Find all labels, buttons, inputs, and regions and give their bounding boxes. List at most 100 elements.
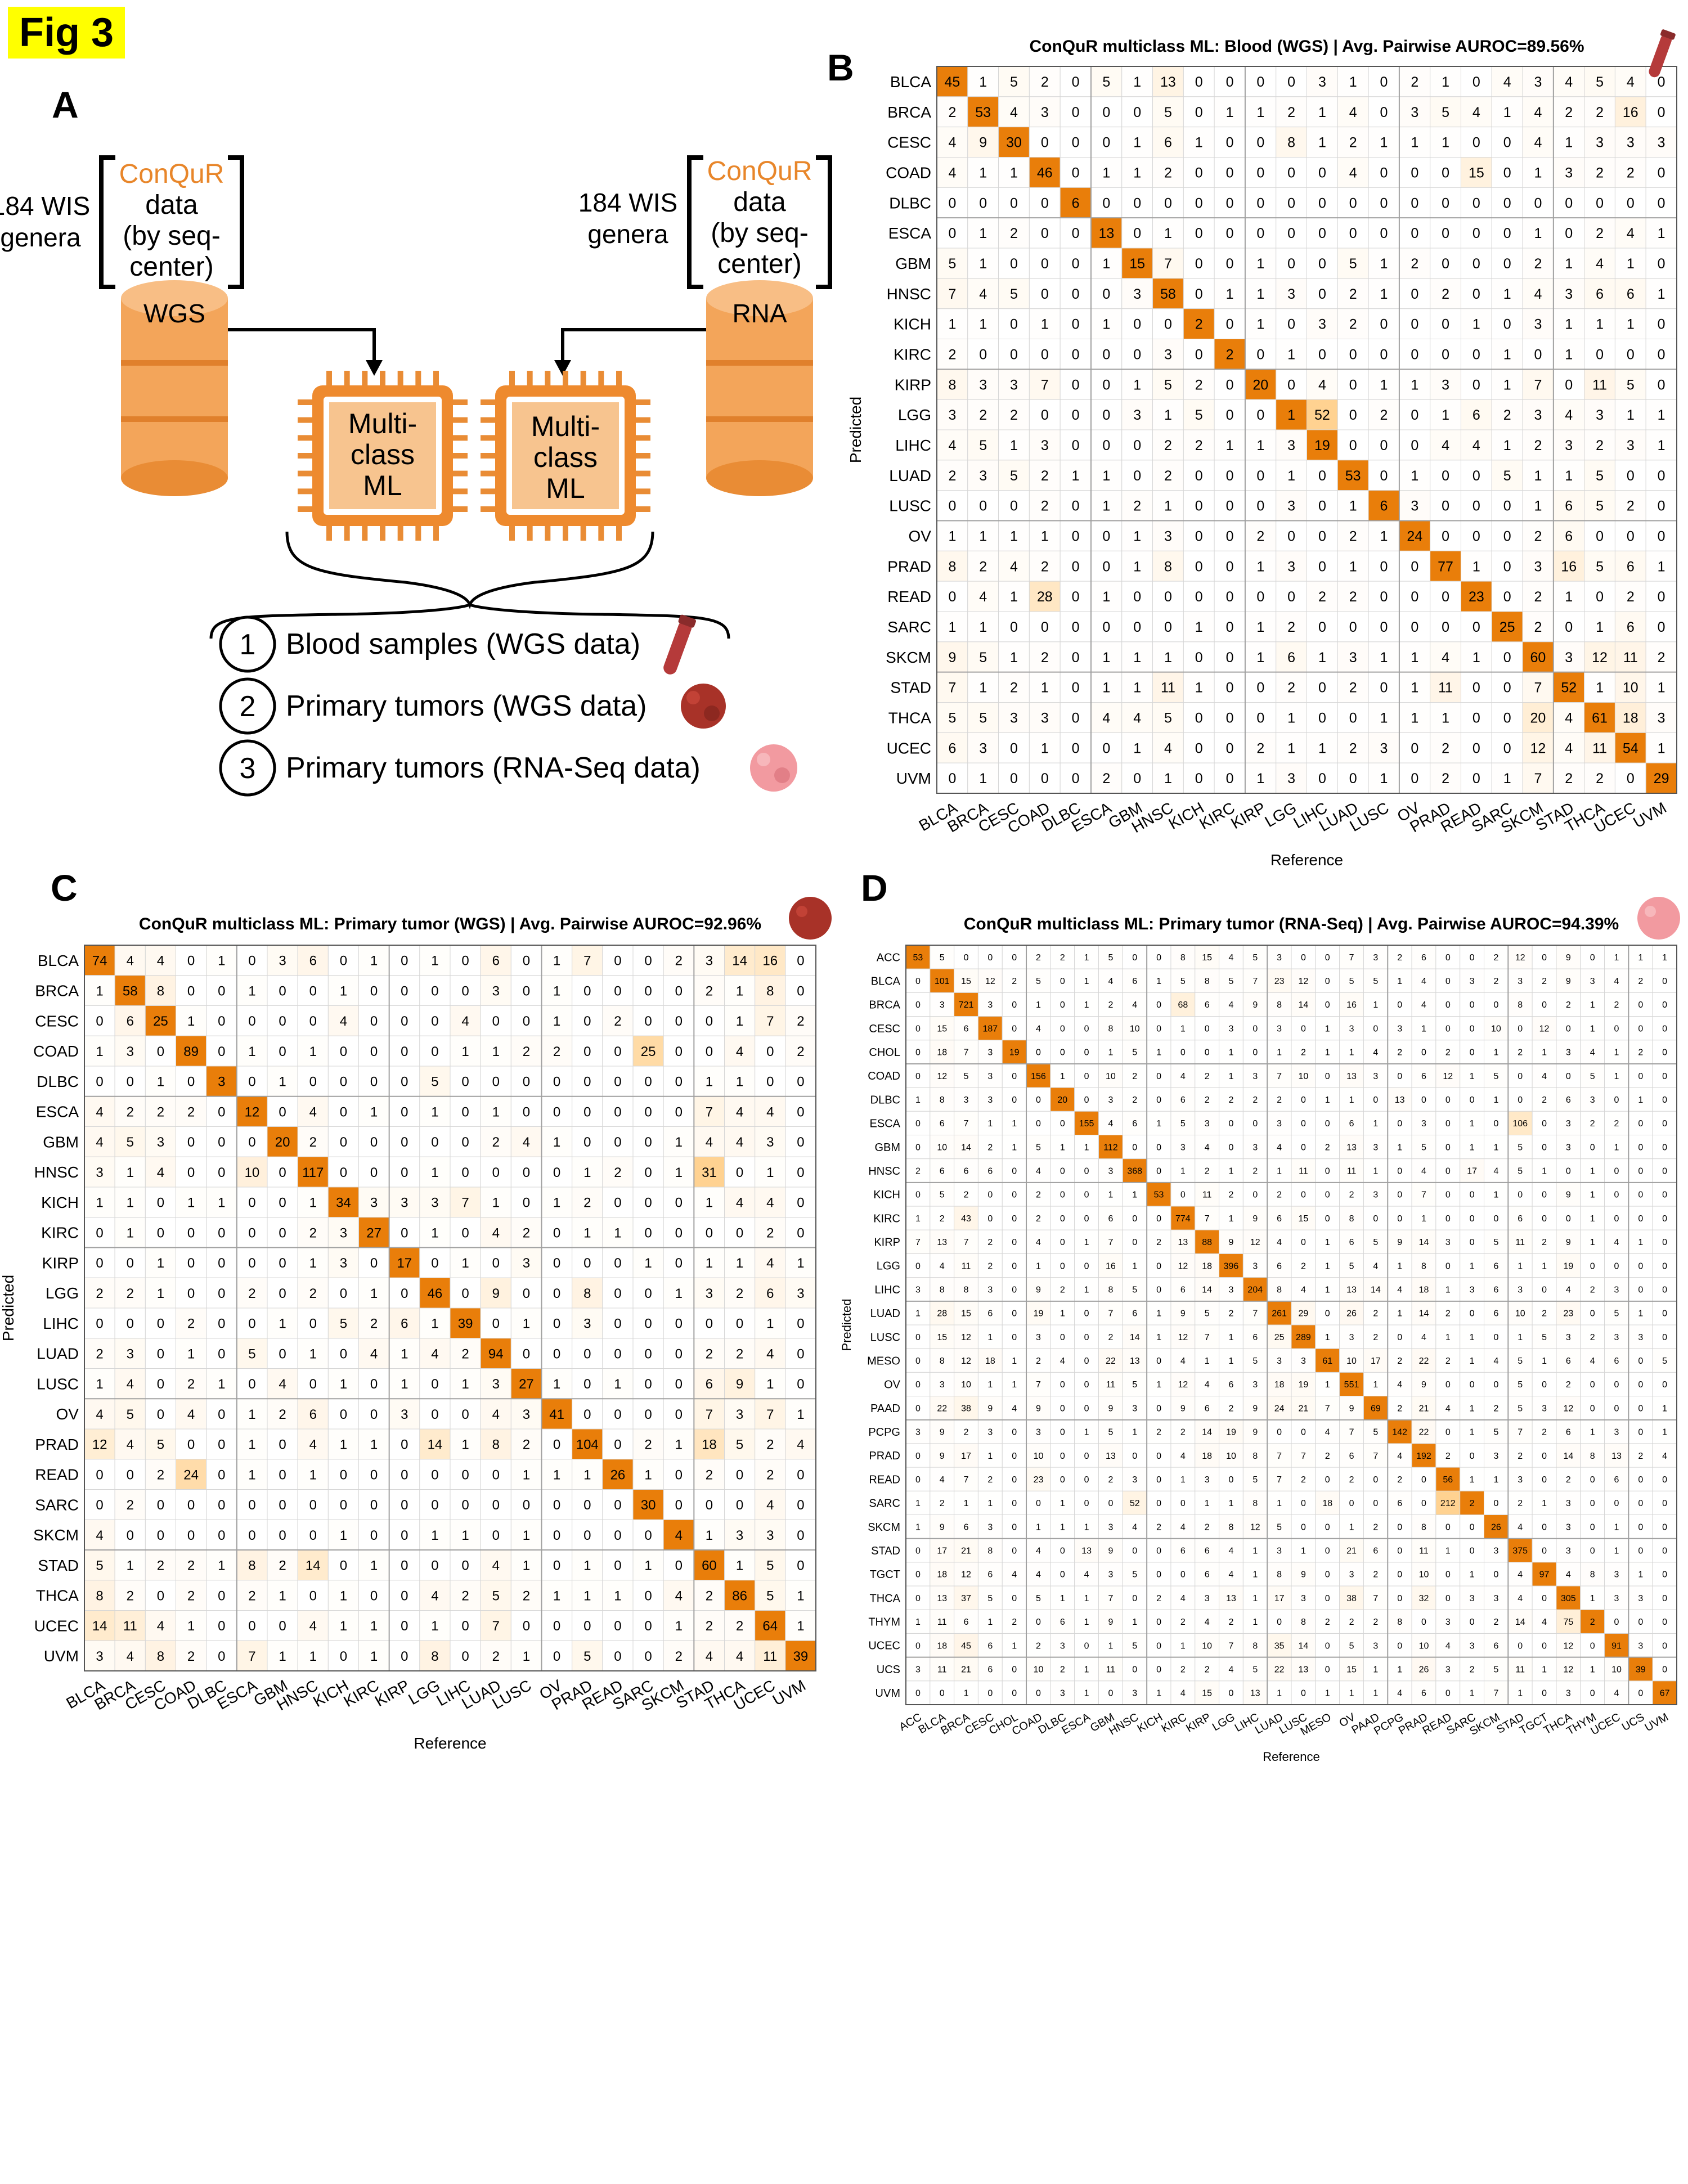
heatmap-cell xyxy=(358,1398,390,1430)
blood-tube-icon xyxy=(1649,29,1676,78)
heatmap-cell xyxy=(236,1066,268,1097)
cell-value-label: 1 xyxy=(1084,1665,1089,1674)
cell-value-label: 0 xyxy=(1411,771,1418,787)
cell-value-label: 0 xyxy=(127,1075,134,1090)
cell-value-label: 0 xyxy=(1010,740,1018,756)
cell-value-label: 1 xyxy=(279,1316,286,1332)
heatmap-cell xyxy=(1276,308,1307,339)
heatmap-cell xyxy=(1183,611,1215,642)
cell-value-label: 4 xyxy=(1662,1451,1667,1461)
heatmap-cell xyxy=(1291,1040,1316,1064)
heatmap-cell xyxy=(724,1035,756,1067)
heatmap-cell xyxy=(145,1519,177,1551)
cell-value-label: 12 xyxy=(1250,1522,1260,1532)
panel-a-schematic: 184 WIS genera ConQuR data (by seq- cent… xyxy=(0,155,832,797)
cell-value-label: 0 xyxy=(1472,498,1480,514)
cell-value-label: 1 xyxy=(915,1522,921,1532)
cell-value-label: 0 xyxy=(1565,619,1573,635)
item-3-label: Primary tumors (RNA-Seq data) xyxy=(286,752,701,784)
heatmap-cell xyxy=(1339,1633,1364,1658)
cell-value-label: 26 xyxy=(1346,1309,1357,1319)
heatmap-cell xyxy=(1368,278,1400,309)
heatmap-cell xyxy=(1183,217,1215,249)
heatmap-cell xyxy=(1219,1016,1243,1041)
cell-value-label: 0 xyxy=(523,1286,530,1301)
cell-value-label: 0 xyxy=(1012,1665,1017,1674)
cell-value-label: 3 xyxy=(1373,1143,1378,1152)
cell-value-label: 4 xyxy=(1229,1570,1234,1580)
heatmap-cell xyxy=(1507,1301,1533,1325)
cell-value-label: 0 xyxy=(1325,1119,1330,1129)
cell-value-label: 1 xyxy=(309,1044,317,1059)
cell-value-label: 1 xyxy=(461,1377,469,1392)
heatmap-cell xyxy=(1195,1206,1220,1230)
cell-value-label: 3 xyxy=(127,1346,134,1361)
cell-value-label: 3 xyxy=(766,1135,774,1150)
cell-value-label: 1 xyxy=(1041,528,1049,544)
cell-value-label: 1 xyxy=(1503,105,1511,120)
cell-value-label: 25 xyxy=(153,1014,168,1029)
cell-value-label: 0 xyxy=(1010,771,1018,787)
heatmap-cell xyxy=(1614,581,1646,612)
cell-value-label: 2 xyxy=(1373,1309,1378,1319)
cell-value-label: 1 xyxy=(1614,1547,1619,1556)
cell-value-label: 0 xyxy=(187,1075,195,1090)
cell-value-label: 0 xyxy=(583,1135,591,1150)
cell-value-label: 8 xyxy=(948,559,956,574)
heatmap-cell xyxy=(1122,1585,1147,1610)
heatmap-cell xyxy=(1002,1467,1027,1491)
cell-value-label: 0 xyxy=(401,1225,408,1241)
cell-value-label: 0 xyxy=(340,1075,347,1090)
cell-value-label: 2 xyxy=(1596,771,1604,787)
cell-value-label: 0 xyxy=(614,1649,621,1664)
heatmap-cell xyxy=(1411,1490,1436,1515)
cell-value-label: 1 xyxy=(766,1377,774,1392)
cell-value-label: 1 xyxy=(1534,165,1542,181)
cell-value-label: 60 xyxy=(702,1558,717,1574)
cell-value-label: 0 xyxy=(1662,977,1667,986)
cell-value-label: 1 xyxy=(248,1407,255,1422)
heatmap-cell xyxy=(1060,490,1092,522)
tumor-wgs-icon xyxy=(681,684,726,729)
cell-value-label: 0 xyxy=(1084,1451,1089,1461)
heatmap-cell xyxy=(967,96,999,128)
cell-value-label: 0 xyxy=(431,983,438,999)
heatmap-cell xyxy=(1090,248,1123,279)
cell-value-label: 0 xyxy=(218,983,225,999)
heatmap-cell xyxy=(1183,399,1215,430)
cell-value-label: 0 xyxy=(248,1225,255,1241)
heatmap-cell xyxy=(114,1428,146,1460)
cell-value-label: 0 xyxy=(915,1570,921,1580)
heatmap-cell xyxy=(510,1005,542,1036)
cell-value-label: 2 xyxy=(1411,256,1418,272)
cell-value-label: 4 xyxy=(948,165,956,181)
cell-value-label: 1 xyxy=(1411,680,1418,696)
heatmap-cell xyxy=(1152,611,1184,642)
cell-value-label: 0 xyxy=(1614,1214,1619,1224)
cell-value-label: 1 xyxy=(1164,226,1172,241)
cell-value-label: 1 xyxy=(1133,377,1141,393)
cell-value-label: 1 xyxy=(979,771,987,787)
cell-value-label: 0 xyxy=(1658,619,1665,635)
cell-value-label: 2 xyxy=(987,1475,993,1485)
cell-value-label: 4 xyxy=(1397,1689,1402,1698)
heatmap-cell xyxy=(1580,1348,1605,1373)
cell-value-label: 9 xyxy=(1252,1214,1258,1224)
cell-value-label: 0 xyxy=(1662,1641,1667,1651)
cell-value-label: 1 xyxy=(1470,1143,1475,1152)
cell-value-label: 0 xyxy=(644,1619,652,1634)
heatmap-cell xyxy=(1522,672,1554,703)
cell-value-label: 3 xyxy=(1205,1594,1210,1603)
cell-value-label: 2 xyxy=(127,1498,134,1513)
cell-value-label: 0 xyxy=(248,1498,255,1513)
cell-value-label: 1 xyxy=(401,1346,408,1361)
y-tick-label: LGG xyxy=(46,1284,79,1302)
heatmap-cell xyxy=(1026,1396,1051,1421)
cell-value-label: 0 xyxy=(915,1072,921,1081)
cell-value-label: 4 xyxy=(736,1104,743,1120)
cell-value-label: 0 xyxy=(1195,165,1203,181)
cell-value-label: 5 xyxy=(766,1558,774,1574)
cell-value-label: 7 xyxy=(1534,377,1542,393)
y-tick-label: ESCA xyxy=(36,1103,79,1121)
cell-value-label: 1 xyxy=(1470,1356,1475,1366)
